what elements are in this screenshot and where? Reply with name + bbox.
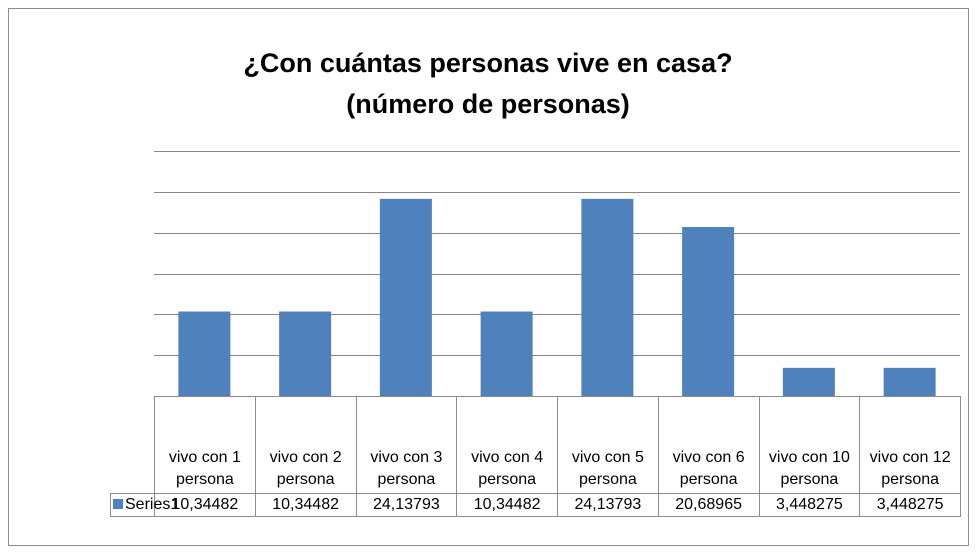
category-label: vivo con 1 persona (154, 396, 256, 494)
value-label: 3,448275 (758, 493, 861, 517)
legend-swatch (113, 499, 123, 509)
category-label: vivo con 10 persona (758, 396, 861, 494)
category-label: vivo con 6 persona (657, 396, 760, 494)
category-label: vivo con 12 persona (859, 396, 961, 494)
bar (581, 198, 634, 396)
bar (682, 227, 735, 396)
bar (480, 311, 533, 396)
data-table: vivo con 1 persona vivo con 2 persona vivo… (110, 396, 961, 517)
category-label: vivo con 5 persona (557, 396, 659, 494)
value-label: 24,13793 (355, 493, 458, 517)
bar (782, 367, 835, 396)
legend-label: Series1 (125, 496, 180, 513)
bar (279, 311, 332, 396)
category-label: vivo con 3 persona (355, 396, 458, 494)
value-label: 24,13793 (557, 493, 659, 517)
blank-cell (111, 397, 155, 494)
value-label: 3,448275 (859, 493, 961, 517)
value-label: 10,34482 (456, 493, 558, 517)
chart-title: ¿Con cuántas personas vive en casa? (243, 48, 732, 78)
legend-cell: Series1 (110, 493, 179, 517)
bar (178, 311, 231, 396)
chart-title: (número de personas) (346, 89, 630, 119)
value-label: 20,68965 (657, 493, 760, 517)
category-label: vivo con 4 persona (456, 396, 558, 494)
bar (883, 367, 936, 396)
category-label: vivo con 2 persona (254, 396, 357, 494)
bar (379, 198, 432, 396)
value-label: 10,34482 (254, 493, 357, 517)
value-label: 10,34482 (154, 493, 256, 517)
